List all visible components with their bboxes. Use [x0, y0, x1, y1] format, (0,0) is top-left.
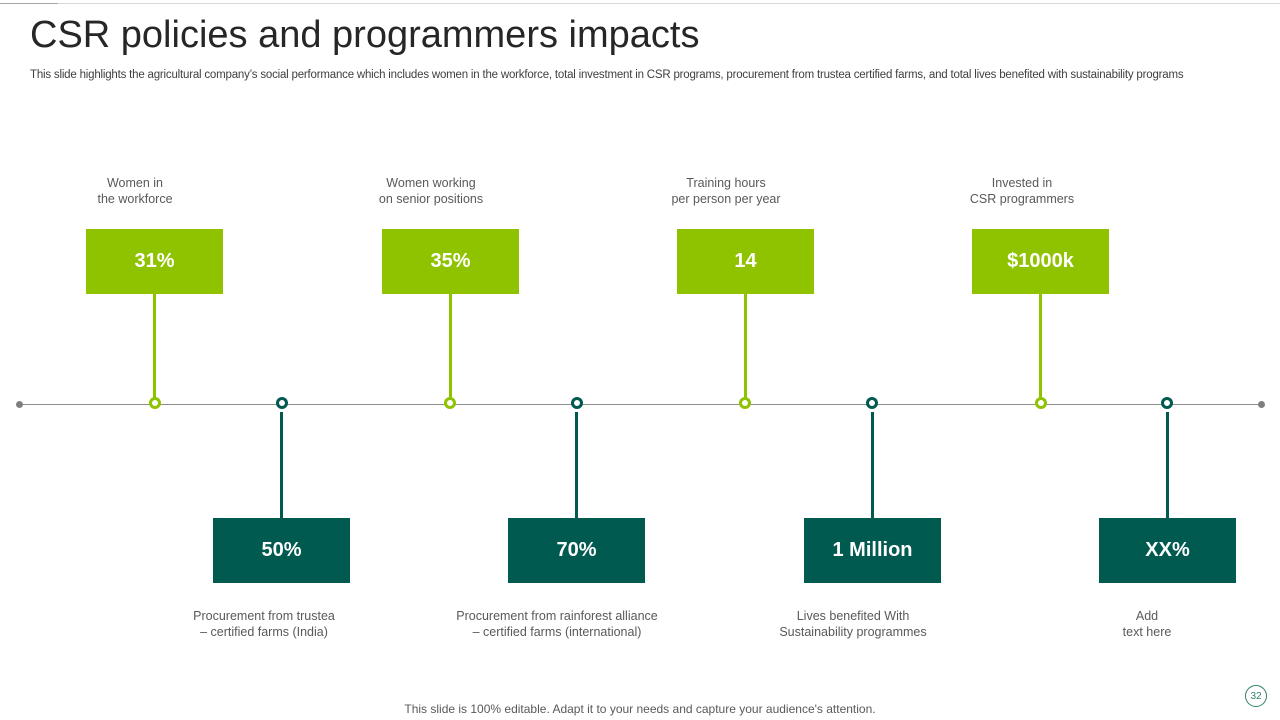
top-border-line [0, 3, 1280, 4]
top-item-value-box[interactable]: 14 [677, 229, 814, 294]
top-item-label-line2: on senior positions [378, 192, 484, 206]
bottom-item-label-line1: Procurement from rainforest alliance [456, 609, 658, 623]
top-item-label-line1: Invested in [991, 176, 1053, 190]
bottom-item-timeline-marker [866, 397, 878, 409]
top-item-label-line2: the workforce [97, 192, 173, 206]
top-item-label-line1: Women in [106, 176, 164, 190]
bottom-item-connector [280, 412, 283, 518]
bottom-item-label[interactable]: Procurement from rainforest alliance – c… [437, 608, 677, 640]
top-item-connector [1039, 294, 1042, 399]
top-item-connector [153, 294, 156, 399]
timeline-end-dot [1258, 401, 1265, 408]
top-item-value-box[interactable]: $1000k [972, 229, 1109, 294]
bottom-item-label-line2: – certified farms (international) [472, 625, 642, 639]
top-border-accent [0, 3, 58, 4]
slide-title[interactable]: CSR policies and programmers impacts [30, 14, 700, 56]
timeline-start-dot [16, 401, 23, 408]
bottom-item-value-box[interactable]: 1 Million [804, 518, 941, 583]
top-item-label-line1: Women working [386, 176, 476, 190]
bottom-item-label-line2: – certified farms (India) [200, 625, 328, 639]
top-item-label-line1: Training hours [686, 176, 766, 190]
bottom-item-label[interactable]: Add text here [1027, 608, 1267, 640]
slide-footer-note[interactable]: This slide is 100% editable. Adapt it to… [404, 702, 876, 716]
bottom-item-timeline-marker [571, 397, 583, 409]
top-item-label-line2: per person per year [671, 192, 781, 206]
top-item-label[interactable]: Women working on senior positions [311, 175, 551, 207]
top-item-value-box[interactable]: 35% [382, 229, 519, 294]
top-item-label[interactable]: Invested in CSR programmers [902, 175, 1142, 207]
bottom-item-label[interactable]: Lives benefited With Sustainability prog… [733, 608, 973, 640]
slide-subtitle[interactable]: This slide highlights the agricultural c… [30, 69, 1184, 81]
bottom-item-connector [1166, 412, 1169, 518]
top-item-label[interactable]: Women in the workforce [15, 175, 255, 207]
bottom-item-timeline-marker [276, 397, 288, 409]
bottom-item-label-line1: Add [1135, 609, 1159, 623]
bottom-item-value-box[interactable]: 70% [508, 518, 645, 583]
bottom-item-value-box[interactable]: XX% [1099, 518, 1236, 583]
bottom-item-label-line2: Sustainability programmes [779, 625, 927, 639]
top-item-label-line2: CSR programmers [969, 192, 1075, 206]
top-item-timeline-marker [739, 397, 751, 409]
bottom-item-label-line1: Procurement from trustea [193, 609, 335, 623]
top-item-timeline-marker [1035, 397, 1047, 409]
bottom-item-label-line1: Lives benefited With [796, 609, 910, 623]
bottom-item-connector [871, 412, 874, 518]
page-number-badge: 32 [1245, 685, 1267, 707]
top-item-timeline-marker [444, 397, 456, 409]
top-item-value-box[interactable]: 31% [86, 229, 223, 294]
bottom-item-timeline-marker [1161, 397, 1173, 409]
top-item-connector [744, 294, 747, 399]
top-item-connector [449, 294, 452, 399]
top-item-label[interactable]: Training hours per person per year [606, 175, 846, 207]
bottom-item-value-box[interactable]: 50% [213, 518, 350, 583]
top-item-timeline-marker [149, 397, 161, 409]
bottom-item-connector [575, 412, 578, 518]
timeline-axis [20, 404, 1262, 405]
bottom-item-label-line2: text here [1122, 625, 1172, 639]
bottom-item-label[interactable]: Procurement from trustea – certified far… [144, 608, 384, 640]
